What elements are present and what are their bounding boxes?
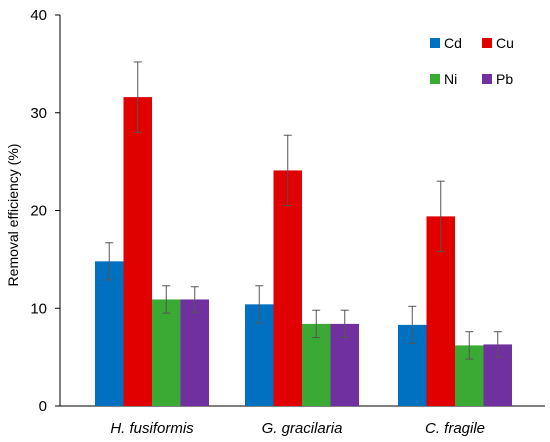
legend-swatch-cd bbox=[430, 38, 440, 48]
y-axis-title: Removal efficiency (%) bbox=[5, 144, 21, 287]
legend-swatch-cu bbox=[482, 38, 492, 48]
x-category-label: H. fusiformis bbox=[110, 420, 194, 437]
legend-swatch-pb bbox=[482, 74, 492, 84]
y-tick-label: 0 bbox=[39, 398, 47, 415]
y-tick-label: 20 bbox=[30, 203, 47, 220]
bar-ni bbox=[152, 299, 181, 406]
x-category-label: C. fragile bbox=[425, 420, 485, 437]
bar-cd bbox=[95, 261, 124, 406]
bar-cu bbox=[273, 170, 302, 406]
legend-label-cu: Cu bbox=[496, 35, 514, 51]
bar-pb bbox=[180, 299, 209, 406]
legend-label-ni: Ni bbox=[444, 71, 457, 87]
bar-cu bbox=[123, 97, 152, 407]
y-tick-label: 30 bbox=[30, 105, 47, 122]
legend-label-cd: Cd bbox=[444, 35, 462, 51]
y-tick-label: 10 bbox=[30, 300, 47, 317]
legend-swatch-ni bbox=[430, 74, 440, 84]
y-tick-label: 40 bbox=[30, 7, 47, 24]
x-category-label: G. gracilaria bbox=[262, 420, 343, 437]
legend-label-pb: Pb bbox=[496, 71, 513, 87]
